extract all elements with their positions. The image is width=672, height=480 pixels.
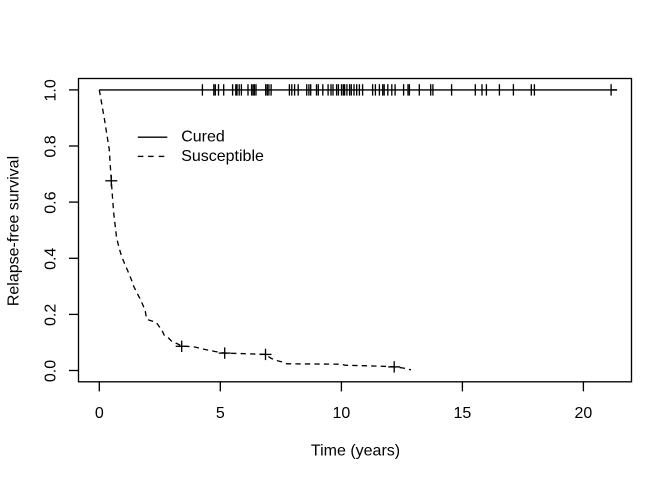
svg-text:Time (years): Time (years)	[311, 442, 400, 459]
svg-text:5: 5	[216, 405, 225, 422]
svg-text:0.6: 0.6	[42, 191, 59, 213]
svg-text:Susceptible: Susceptible	[181, 148, 264, 165]
svg-text:0.4: 0.4	[42, 248, 59, 270]
svg-text:Cured: Cured	[181, 129, 225, 146]
svg-text:10: 10	[333, 405, 351, 422]
svg-text:1.0: 1.0	[42, 79, 59, 101]
svg-text:0.8: 0.8	[42, 135, 59, 157]
svg-text:0.0: 0.0	[42, 360, 59, 382]
svg-text:15: 15	[454, 405, 472, 422]
svg-text:Relapse-free survival: Relapse-free survival	[6, 156, 23, 306]
svg-text:20: 20	[575, 405, 593, 422]
svg-text:0: 0	[95, 405, 104, 422]
svg-text:0.2: 0.2	[42, 304, 59, 326]
